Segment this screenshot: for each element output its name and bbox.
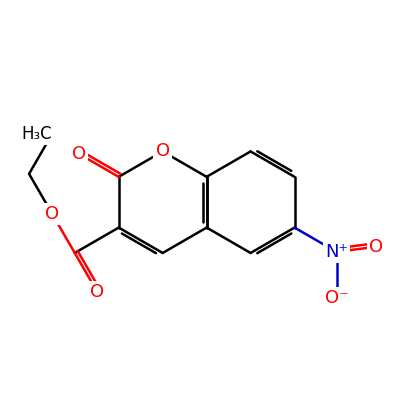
- Text: O: O: [72, 145, 86, 163]
- Text: N⁺: N⁺: [325, 243, 348, 261]
- Text: O: O: [369, 238, 383, 256]
- Text: O⁻: O⁻: [325, 289, 348, 307]
- Text: O: O: [90, 283, 104, 301]
- Text: O: O: [156, 142, 170, 160]
- Text: O: O: [45, 205, 59, 223]
- Text: H₃C: H₃C: [22, 125, 52, 143]
